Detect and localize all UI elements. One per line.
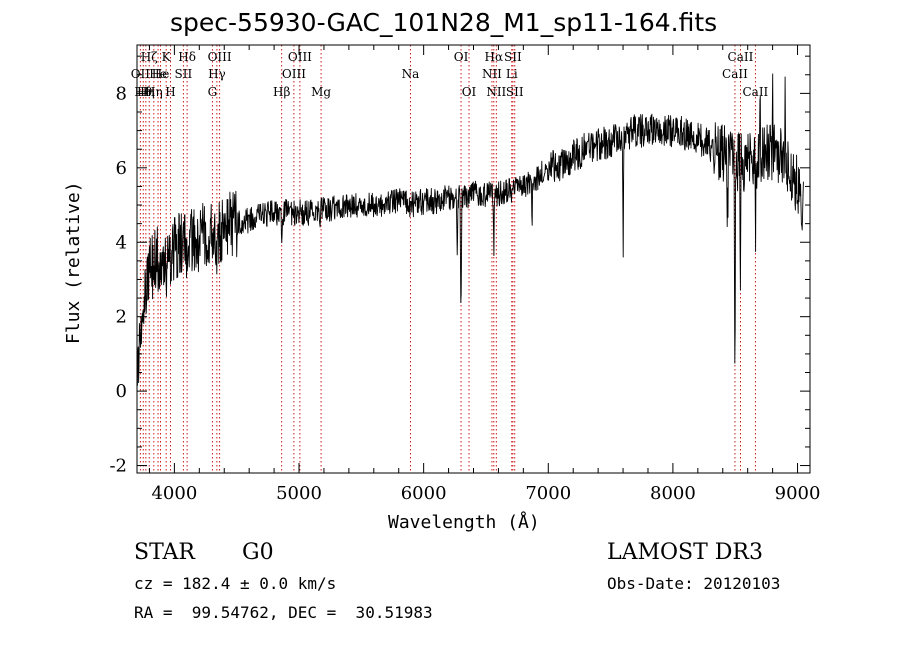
marker-label: OIII xyxy=(282,67,306,81)
marker-label: Hη xyxy=(145,85,163,99)
marker-label: G xyxy=(208,85,218,99)
x-tick-label: 4000 xyxy=(151,483,197,504)
marker-label: Hδ xyxy=(178,50,196,64)
marker-label: NII xyxy=(486,85,506,99)
y-tick-label: 2 xyxy=(116,307,127,328)
ra-dec-coordinates: RA = 99.54762, DEC = 30.51983 xyxy=(134,603,433,622)
marker-label: He xyxy=(152,67,170,81)
x-tick-label: 8000 xyxy=(650,483,696,504)
x-tick-label: 9000 xyxy=(775,483,821,504)
survey-name: LAMOST DR3 xyxy=(607,540,763,565)
marker-label: Mg xyxy=(311,85,331,99)
y-tick-label: 4 xyxy=(116,232,127,253)
observation-date: Obs-Date: 20120103 xyxy=(607,574,781,593)
marker-label: Hθ xyxy=(134,85,152,99)
marker-label: SII xyxy=(506,85,524,99)
y-tick-label: -2 xyxy=(109,456,127,477)
marker-label: NII xyxy=(482,67,502,81)
marker-label: Hγ xyxy=(208,67,226,81)
marker-label: OI xyxy=(454,50,469,64)
marker-label: OI xyxy=(462,85,477,99)
marker-label: Hα xyxy=(485,50,504,64)
x-tick-label: 6000 xyxy=(401,483,447,504)
marker-label: K xyxy=(162,50,172,64)
marker-label: Hη xyxy=(137,85,155,99)
y-axis-label: Flux (relative) xyxy=(63,181,84,344)
marker-label: He xyxy=(149,67,167,81)
marker-label: Na xyxy=(402,67,420,81)
y-tick-label: 8 xyxy=(116,83,127,104)
marker-label: CaII xyxy=(728,50,754,64)
spectral-subclass: G0 xyxy=(242,540,274,565)
marker-label: Hζ xyxy=(141,50,158,64)
marker-label: H xyxy=(165,85,175,99)
marker-label: CaII xyxy=(722,67,748,81)
marker-label: OIII xyxy=(288,50,312,64)
x-tick-label: 7000 xyxy=(525,483,571,504)
x-axis-label: Wavelength (Å) xyxy=(388,512,540,533)
axes: 4000 5000 6000 7000 8000 9000 -2 0 2 4 6 8 xyxy=(109,44,821,504)
marker-label: OIII xyxy=(208,50,232,64)
y-tick-label: 0 xyxy=(116,381,127,402)
x-tick-label: 5000 xyxy=(276,483,322,504)
object-class: STAR xyxy=(134,540,195,565)
marker-label: SII xyxy=(175,67,193,81)
marker-label: OII xyxy=(131,67,151,81)
line-marker-labels: OIIHθHηHζHηHeHeKHSIIHδGHγOIIIHβOIIIOIIIM… xyxy=(131,50,769,99)
marker-label: Hβ xyxy=(273,85,290,99)
spectrum-line xyxy=(136,73,804,387)
chart-title: spec-55930-GAC_101N28_M1_sp11-164.fits xyxy=(170,8,718,37)
marker-label: Li xyxy=(506,67,518,81)
plot-frame xyxy=(136,44,811,474)
spectrum-layer xyxy=(136,73,804,387)
line-markers xyxy=(139,45,756,473)
y-tick-label: 6 xyxy=(116,158,127,179)
redshift-velocity: cz = 182.4 ± 0.0 km/s xyxy=(134,574,337,593)
marker-label: SII xyxy=(504,50,522,64)
marker-label: CaII xyxy=(742,85,768,99)
